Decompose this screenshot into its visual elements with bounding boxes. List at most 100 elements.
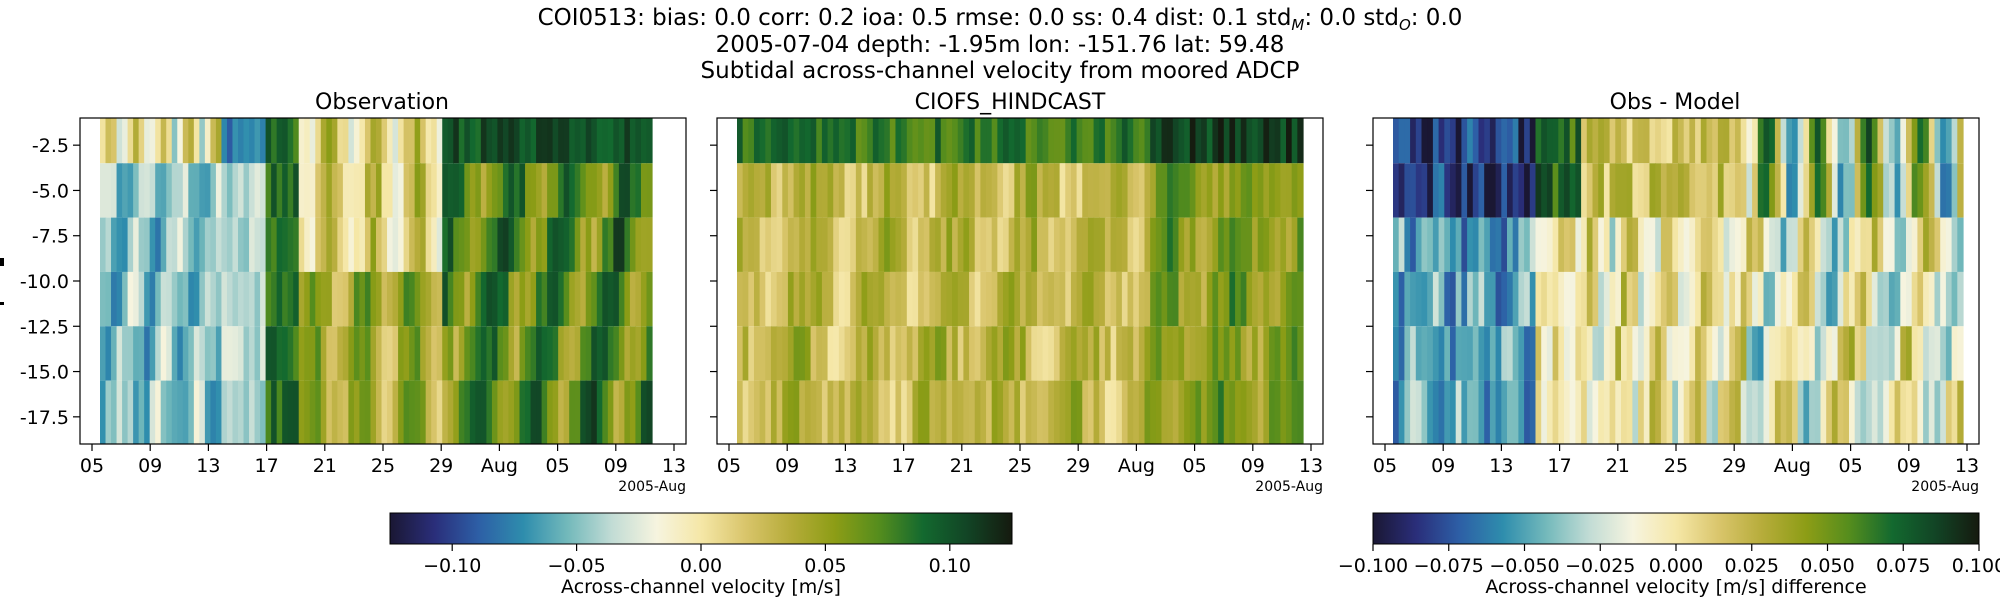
heatmap-cell — [1246, 163, 1253, 218]
heatmap-cell — [574, 326, 581, 381]
heatmap-cell — [364, 380, 372, 444]
heatmap-cell — [737, 118, 744, 164]
heatmap-cell — [1246, 380, 1253, 444]
heatmap-cell — [770, 118, 778, 164]
heatmap-cell — [403, 271, 410, 327]
heatmap-cell — [1286, 326, 1293, 381]
heatmap-cell — [116, 326, 123, 381]
heatmap-cell — [304, 217, 311, 272]
heatmap-cell — [1837, 380, 1844, 444]
heatmap-cell — [1957, 326, 1964, 381]
heatmap-cell — [1792, 380, 1799, 444]
heatmap-cell — [827, 271, 834, 327]
heatmap-cell — [1421, 380, 1428, 444]
heatmap-cell — [232, 217, 239, 272]
heatmap-cell — [1229, 217, 1236, 272]
heatmap-cell — [844, 217, 851, 272]
heatmap-cell — [1229, 271, 1236, 327]
heatmap-cell — [940, 326, 948, 381]
heatmap-cell — [574, 163, 581, 218]
heatmap-cell — [1438, 118, 1445, 164]
heatmap-cell — [293, 271, 300, 327]
heatmap-cell — [1769, 326, 1776, 381]
heatmap-cell — [1003, 118, 1010, 164]
heatmap-cell — [1706, 380, 1713, 444]
heatmap-cell — [1860, 326, 1867, 381]
heatmap-cell — [816, 380, 823, 444]
heatmap-cell — [1843, 163, 1850, 218]
heatmap-cell — [1093, 217, 1100, 272]
heatmap-cell — [1110, 326, 1117, 381]
heatmap-cell — [232, 271, 239, 327]
heatmap-cell — [1586, 118, 1594, 164]
heatmap-cell — [1689, 118, 1696, 164]
heatmap-cell — [935, 163, 942, 218]
heatmap-cell — [1501, 118, 1508, 164]
heatmap-cell — [1769, 271, 1776, 327]
heatmap-cell — [799, 326, 806, 381]
heatmap-cell — [1951, 271, 1958, 327]
heatmap-cell — [1155, 326, 1163, 381]
heatmap-cell — [923, 380, 931, 444]
heatmap-cell — [1404, 163, 1411, 218]
heatmap-cell — [838, 380, 846, 444]
heatmap-cell — [1911, 163, 1918, 218]
heatmap-cell — [431, 326, 438, 381]
heatmap-cell — [359, 163, 366, 218]
heatmap-cell — [1184, 271, 1191, 327]
heatmap-cell — [1626, 271, 1633, 327]
heatmap-cell — [1065, 326, 1072, 381]
heatmap-cell — [359, 271, 366, 327]
heatmap-cell — [315, 380, 322, 444]
heatmap-difference: 05 09 13 17 21 25 29 Aug 05 09 13 2005-Aug — [1366, 117, 1980, 495]
heatmap-cell — [1529, 118, 1537, 164]
heatmap-cell — [1575, 271, 1582, 327]
heatmap-cell — [1229, 326, 1236, 381]
heatmap-cell — [1541, 271, 1548, 327]
heatmap-cell — [1729, 326, 1736, 381]
heatmap-cell — [293, 163, 300, 218]
heatmap-cell — [348, 271, 355, 327]
heatmap-cell — [127, 380, 134, 444]
heatmap-cell — [1752, 163, 1759, 218]
heatmap-cell — [1053, 118, 1061, 164]
heatmap-cell — [1155, 271, 1163, 327]
heatmap-cell — [804, 380, 812, 444]
heatmap-cell — [425, 118, 432, 164]
heatmap-cell — [1769, 380, 1776, 444]
heatmap-cell — [359, 217, 366, 272]
heatmap-cell — [1252, 163, 1259, 218]
heatmap-cell — [804, 163, 812, 218]
heatmap-cell — [1792, 217, 1799, 272]
heatmap-cell — [901, 163, 908, 218]
heatmap-cell — [1415, 271, 1423, 327]
heatmap-cell — [748, 271, 755, 327]
heatmap-cell — [1575, 380, 1582, 444]
heatmap-cell — [850, 118, 857, 164]
heatmap-cell — [613, 271, 620, 327]
heatmap-cell — [884, 163, 891, 218]
heatmap-cell — [486, 217, 493, 272]
heatmap-cell — [878, 217, 885, 272]
heatmap-cell — [1269, 118, 1276, 164]
heatmap-cell — [901, 271, 908, 327]
heatmap-cell — [519, 217, 526, 272]
heatmap-cell — [1945, 380, 1953, 444]
heatmap-cell — [420, 118, 427, 164]
heatmap-cell — [1792, 163, 1799, 218]
heatmap-cell — [737, 163, 744, 218]
heatmap-cell — [1444, 326, 1451, 381]
y-tick-label: -7.5 — [32, 226, 69, 248]
heatmap-cell — [618, 380, 625, 444]
heatmap-cell — [1757, 163, 1765, 218]
heatmap-cell — [1923, 326, 1930, 381]
heatmap-cell — [249, 326, 256, 381]
heatmap-cell — [1546, 217, 1554, 272]
heatmap-cell — [1121, 163, 1129, 218]
heatmap-cell — [1065, 118, 1072, 164]
heatmap-cell — [1099, 217, 1106, 272]
colorbar-tick-label: −0.10 — [423, 555, 481, 577]
heatmap-cell — [804, 217, 812, 272]
heatmap-cell — [287, 380, 294, 444]
heatmap-cell — [1603, 380, 1611, 444]
